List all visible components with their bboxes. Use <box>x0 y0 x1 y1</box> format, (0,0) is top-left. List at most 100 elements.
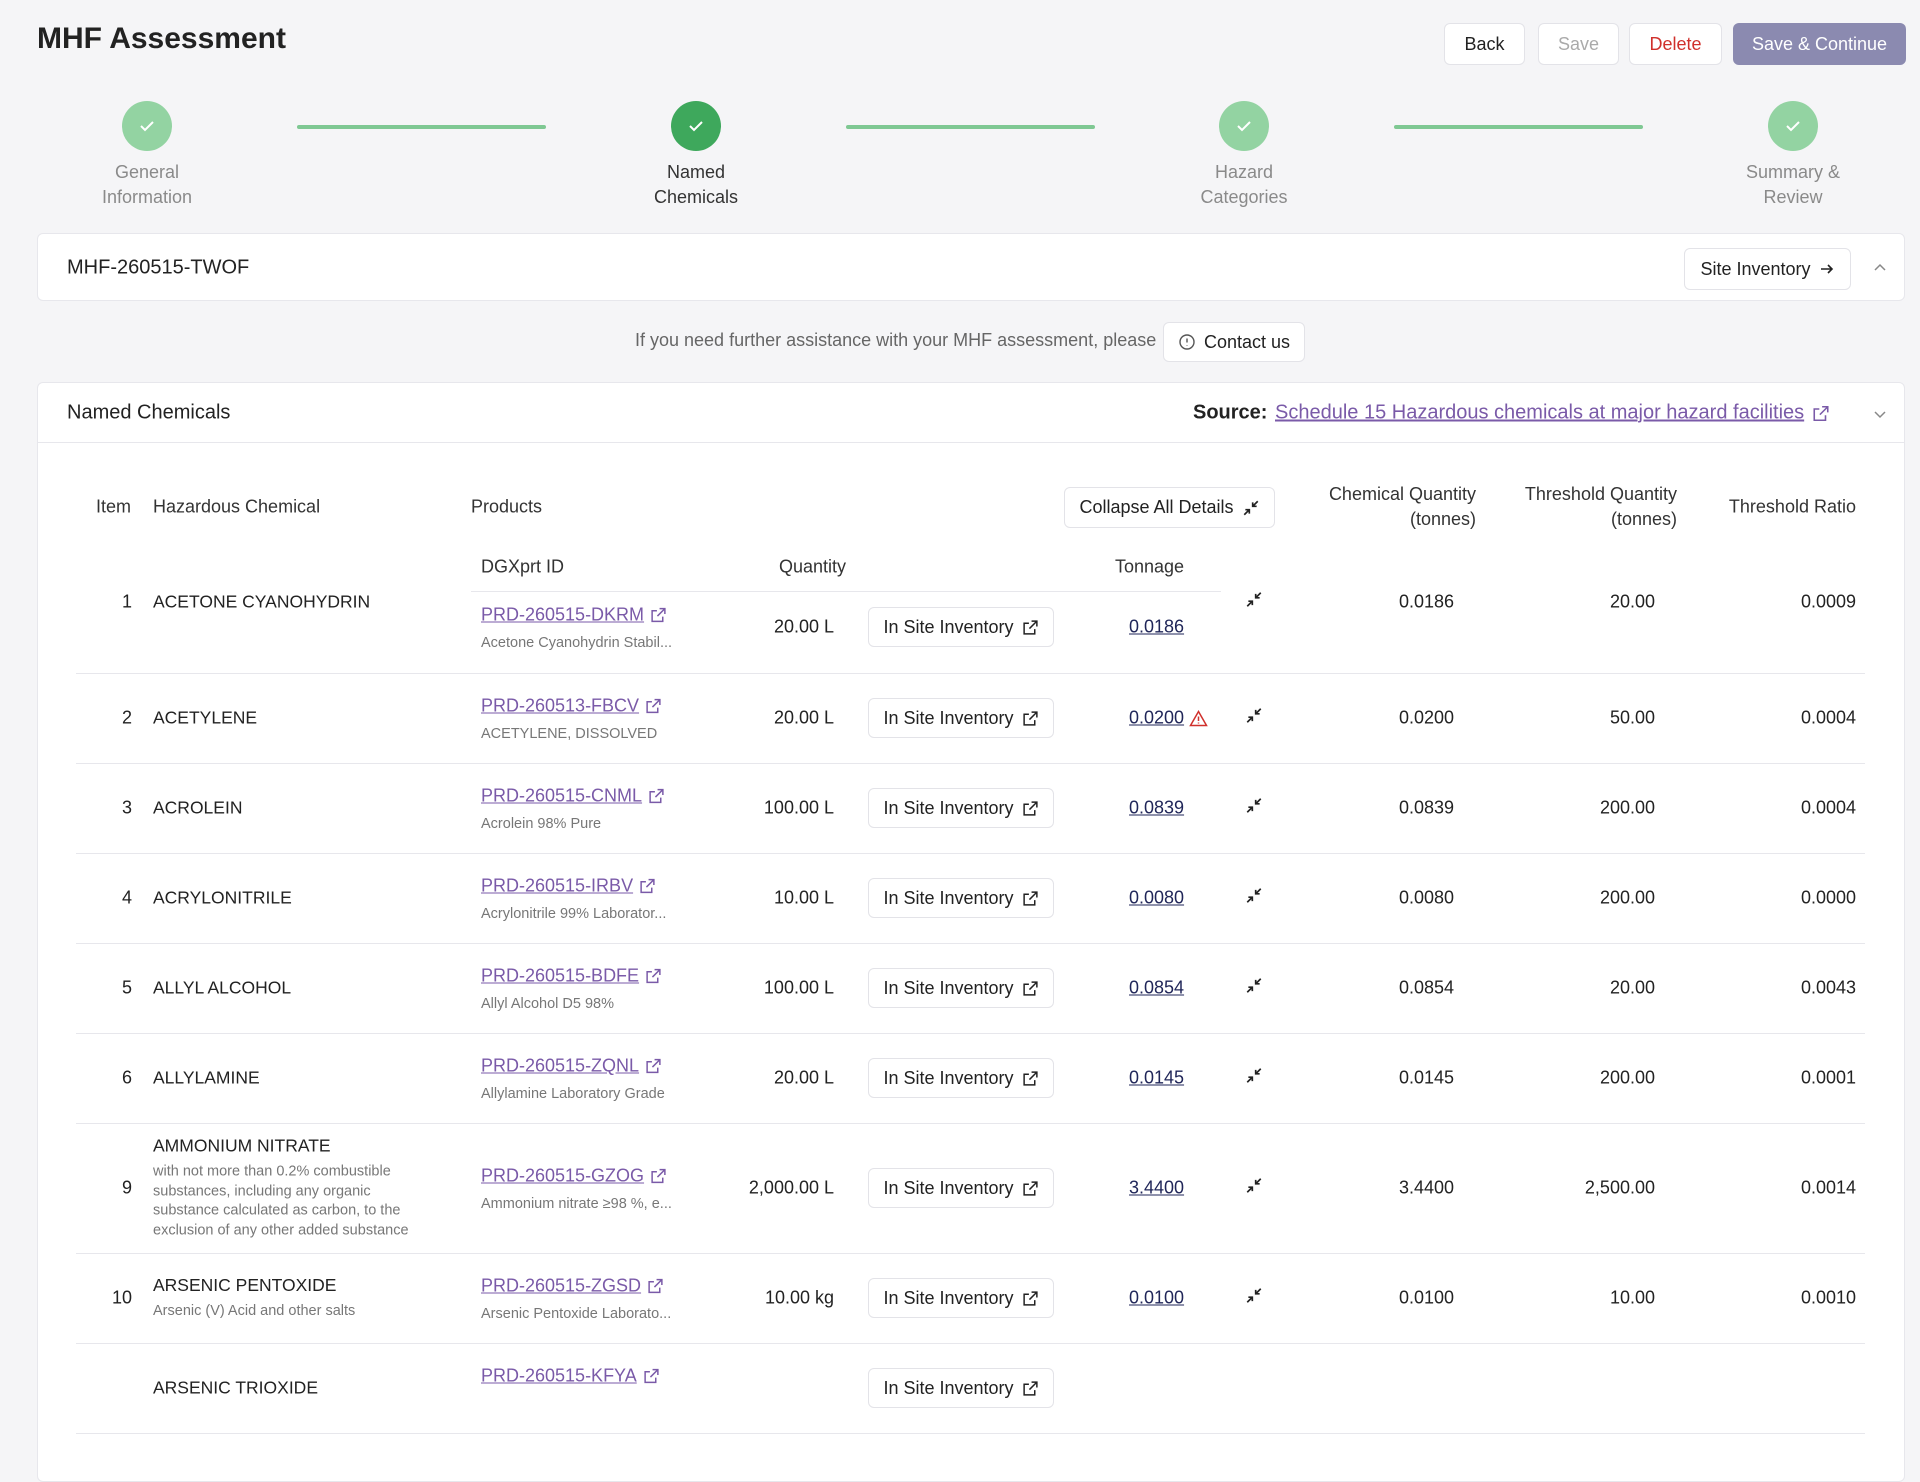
external-icon <box>649 788 664 804</box>
item-number: 3 <box>121 797 132 818</box>
external-icon <box>646 1058 661 1074</box>
assessment-card: MHF-260515-TWOF Site Inventory <box>37 233 1905 301</box>
row-divider <box>76 673 1865 674</box>
chemical-cell: ACRYLONITRILE <box>153 888 428 909</box>
collapse-row-button[interactable] <box>1245 797 1263 820</box>
step-label[interactable]: General Information <box>101 162 193 207</box>
label: 3.4400 <box>1129 1177 1185 1198</box>
tonnage-link[interactable]: 0.0200 <box>1129 708 1208 729</box>
expand-chevron[interactable] <box>1873 407 1887 421</box>
collapse-icon <box>1246 978 1262 993</box>
step-label[interactable]: Summary & Review <box>1745 162 1841 207</box>
assessment-id: MHF-260515-TWOF <box>67 256 250 279</box>
label: PRD-260513-FBCV <box>481 695 640 716</box>
tonnage-link[interactable]: 0.0100 <box>1129 1288 1184 1309</box>
collapse-row-button[interactable] <box>1245 591 1263 614</box>
product-link[interactable]: PRD-260515-DKRM <box>481 605 667 626</box>
in-site-inventory-button[interactable]: In Site Inventory <box>868 698 1054 738</box>
step-connector <box>297 125 546 129</box>
collapse-row-button[interactable] <box>1245 887 1263 910</box>
in-site-inventory-button[interactable]: In Site Inventory <box>868 1278 1054 1318</box>
label: In Site Inventory <box>883 1287 1014 1308</box>
label: In Site Inventory <box>883 1377 1014 1398</box>
page: MHF Assessment Back Save Delete Save & C… <box>37 22 1906 1482</box>
product-quantity: 100.00 L <box>763 977 834 998</box>
collapse-row-button[interactable] <box>1245 1067 1263 1090</box>
in-site-inventory-button[interactable]: In Site Inventory <box>868 788 1054 828</box>
external-icon <box>1022 890 1038 906</box>
external-icon <box>651 1168 666 1184</box>
in-site-inventory-button[interactable]: In Site Inventory <box>868 1058 1054 1098</box>
label: 0.0145 <box>1129 1067 1185 1088</box>
product-quantity: 20.00 L <box>773 616 834 637</box>
step-circle <box>122 101 172 151</box>
source-label: Source: <box>1193 401 1268 424</box>
column-header: Threshold Quantity (tonnes) <box>1524 484 1677 529</box>
chemical-cell: ACROLEIN <box>153 798 428 819</box>
in-site-inventory-button[interactable]: In Site Inventory <box>868 1368 1054 1408</box>
collapse-row-button[interactable] <box>1245 977 1263 1000</box>
tonnage-link[interactable]: 0.0839 <box>1129 798 1184 819</box>
tonnage-link[interactable]: 0.0145 <box>1129 1068 1184 1089</box>
external-icon <box>646 698 661 714</box>
product-link[interactable]: PRD-260515-BDFE <box>481 966 662 987</box>
row-divider <box>76 943 1865 944</box>
collapse-all-button[interactable]: Collapse All Details <box>1064 487 1275 528</box>
product-link[interactable]: PRD-260515-ZQNL <box>481 1056 662 1077</box>
row-divider <box>76 1343 1865 1344</box>
external-icon <box>1022 980 1038 996</box>
chemical-quantity: 0.0100 <box>1399 1287 1455 1308</box>
product-quantity: 20.00 L <box>773 707 834 728</box>
collapse-row-button[interactable] <box>1245 1287 1263 1310</box>
in-site-inventory-button[interactable]: In Site Inventory <box>868 968 1054 1008</box>
in-site-inventory-button[interactable]: In Site Inventory <box>868 607 1054 647</box>
product-link[interactable]: PRD-260515-KFYA <box>481 1366 660 1387</box>
collapse-icon <box>1246 1068 1262 1083</box>
collapse-row-button[interactable] <box>1245 707 1263 730</box>
external-icon <box>648 1278 663 1294</box>
column-header: Products <box>471 496 543 517</box>
external-icon <box>1022 800 1038 816</box>
step-label[interactable]: Hazard Categories <box>1200 162 1288 207</box>
threshold-quantity: 200.00 <box>1599 887 1655 908</box>
label: Collapse All Details <box>1079 497 1234 517</box>
threshold-quantity: 200.00 <box>1599 1067 1655 1088</box>
in-site-inventory-button[interactable]: In Site Inventory <box>868 1168 1054 1208</box>
step-label[interactable]: Named Chemicals <box>653 162 739 207</box>
in-site-inventory-button[interactable]: In Site Inventory <box>868 878 1054 918</box>
chemical-name: ALLYL ALCOHOL <box>153 977 292 998</box>
delete-button[interactable]: Delete <box>1629 23 1722 65</box>
product-link[interactable]: PRD-260515-IRBV <box>481 876 656 897</box>
product-link[interactable]: PRD-260513-FBCV <box>481 696 662 717</box>
tonnage-link[interactable]: 0.0186 <box>1129 617 1184 638</box>
product-link[interactable]: PRD-260515-ZGSD <box>481 1276 664 1297</box>
collapse-chevron[interactable] <box>1873 261 1887 275</box>
site-inventory-button[interactable]: Site Inventory <box>1684 248 1851 290</box>
product-name: Acetone Cyanohydrin Stabil... <box>481 635 673 651</box>
product-link[interactable]: PRD-260515-CNML <box>481 786 665 807</box>
back-button[interactable]: Back <box>1444 23 1525 65</box>
chemical-name: ACETYLENE <box>153 707 258 728</box>
product-name: Allylamine Laboratory Grade <box>481 1086 665 1102</box>
item-number: 6 <box>121 1067 132 1088</box>
threshold-quantity: 50.00 <box>1609 707 1655 728</box>
label: PRD-260515-GZOG <box>481 1165 645 1186</box>
collapse-row-button[interactable] <box>1245 1177 1263 1200</box>
row-divider <box>76 1123 1865 1124</box>
tonnage-link[interactable]: 0.0080 <box>1129 888 1184 909</box>
step-connector <box>846 125 1095 129</box>
label: Contact us <box>1203 331 1291 352</box>
tonnage-link[interactable]: 3.4400 <box>1129 1178 1184 1199</box>
collapse-icon <box>1246 1178 1262 1193</box>
chemical-name: AMMONIUM NITRATE <box>153 1135 331 1156</box>
save-button[interactable]: Save <box>1538 23 1619 65</box>
label: In Site Inventory <box>883 977 1014 998</box>
save-continue-button[interactable]: Save & Continue <box>1733 23 1906 65</box>
contact-button[interactable]: Contact us <box>1163 322 1305 362</box>
external-icon <box>1022 1070 1038 1086</box>
chemical-name: ACETONE CYANOHYDRIN <box>153 591 371 612</box>
page-title: MHF Assessment <box>37 22 286 55</box>
source-link[interactable]: Schedule 15 Hazardous chemicals at major… <box>1275 402 1830 425</box>
tonnage-link[interactable]: 0.0854 <box>1129 978 1184 999</box>
product-link[interactable]: PRD-260515-GZOG <box>481 1166 667 1187</box>
